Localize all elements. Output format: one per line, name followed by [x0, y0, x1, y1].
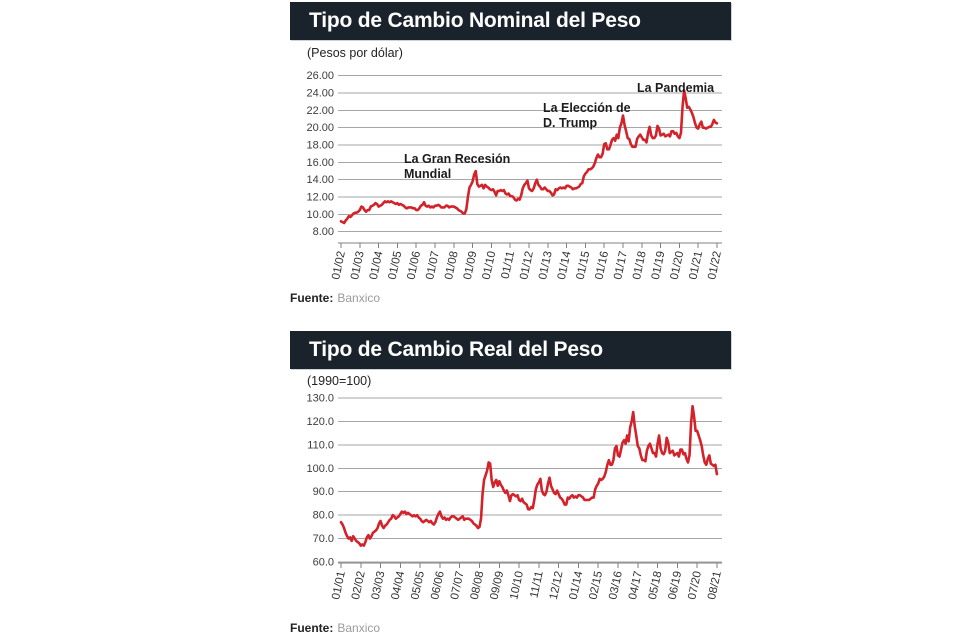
x-axis-tick-label: 12/12	[548, 570, 566, 601]
real-chart-source: Fuente: Banxico	[290, 621, 380, 635]
nominal-chart-units: (Pesos por dólar)	[307, 46, 403, 60]
y-axis-tick-label: 120.0	[306, 416, 334, 428]
real-chart-units: (1990=100)	[307, 374, 372, 388]
chart-annotation: La Elección de	[543, 101, 631, 115]
x-axis-tick-label: 07/07	[449, 570, 467, 601]
y-axis-tick-label: 16.00	[306, 157, 334, 169]
y-axis-tick-label: 70.0	[313, 533, 334, 545]
x-axis-tick-label: 05/18	[647, 570, 665, 601]
x-axis-tick-label: 01/22	[706, 250, 724, 281]
x-axis-tick-label: 06/06	[429, 570, 447, 601]
nominal-chart-title-bar: Tipo de Cambio Nominal del Peso	[290, 2, 731, 40]
x-axis-tick-label: 06/19	[667, 570, 685, 601]
x-axis-tick-label: 02/02	[350, 570, 368, 601]
x-axis-tick-label: 10/10	[508, 570, 526, 601]
chart-annotation: La Pandemia	[637, 81, 715, 95]
series-line	[339, 404, 719, 547]
x-axis-tick-label: 05/05	[409, 570, 427, 601]
chart-annotation: D. Trump	[543, 116, 598, 130]
source-label: Fuente:	[290, 621, 334, 635]
real-chart-title-bar: Tipo de Cambio Real del Peso	[290, 331, 731, 369]
source-value: Banxico	[337, 291, 381, 305]
x-axis-tick-label: 01/17	[612, 250, 630, 281]
x-axis-tick-label: 08/21	[706, 570, 724, 601]
y-axis-tick-label: 12.00	[306, 192, 334, 204]
x-axis-tick-label: 01/19	[650, 250, 668, 281]
x-axis-tick-label: 03/03	[370, 570, 388, 601]
real-chart-title: Tipo de Cambio Real del Peso	[309, 338, 603, 361]
chart-annotation: Mundial	[404, 167, 451, 181]
x-axis-tick-label: 04/17	[627, 570, 645, 601]
x-axis-tick-label: 01/12	[518, 250, 536, 281]
x-axis-tick-label: 11/11	[528, 570, 545, 599]
x-axis-tick-label: 01/16	[593, 250, 611, 281]
x-axis-tick-label: 01/13	[537, 250, 555, 281]
chart-annotation: La Gran Recesión	[404, 152, 510, 166]
y-axis-tick-label: 130.0	[306, 394, 334, 405]
x-axis-tick-label: 01/09	[462, 250, 480, 281]
y-axis-tick-label: 18.00	[306, 140, 334, 152]
source-label: Fuente:	[290, 291, 334, 305]
series-line	[339, 89, 719, 225]
x-axis-tick-label: 09/09	[488, 570, 506, 601]
x-axis-tick-label: 01/11	[500, 250, 518, 280]
x-axis-tick-label: 01/20	[669, 250, 687, 281]
y-axis-tick-label: 80.0	[313, 510, 334, 522]
y-axis-tick-label: 24.00	[306, 88, 334, 100]
nominal-exchange-rate-chart: 26.00 24.00 22.00 20.00 18.00 16.00 14.00 12.00…	[306, 70, 724, 281]
nominal-chart-source: Fuente: Banxico	[290, 291, 380, 305]
y-axis-tick-label: 110.0	[307, 439, 334, 451]
x-axis-tick-label: 01/07	[424, 250, 442, 281]
x-axis-tick-label: 01/02	[330, 250, 348, 281]
x-axis-tick-label: 03/16	[607, 570, 625, 601]
x-axis-tick-label: 01/14	[568, 570, 586, 601]
x-axis-tick-label: 01/08	[443, 250, 461, 281]
x-axis-tick-label: 01/14	[556, 250, 574, 281]
x-axis-tick-label: 08/08	[469, 570, 487, 601]
x-axis-tick-label: 01/10	[481, 250, 499, 281]
y-axis-tick-label: 10.00	[306, 209, 334, 221]
nominal-chart-title: Tipo de Cambio Nominal del Peso	[309, 9, 641, 32]
x-axis-tick-label: 01/21	[687, 250, 705, 281]
y-axis-tick-label: 100.0	[306, 463, 334, 475]
x-axis-tick-label: 01/03	[349, 250, 367, 281]
x-axis-tick-label: 01/01	[330, 570, 348, 601]
y-axis-tick-label: 60.0	[313, 557, 334, 569]
x-axis-tick-label: 07/20	[686, 570, 704, 601]
y-axis-tick-label: 26.00	[306, 70, 334, 82]
real-exchange-rate-chart: 130.0 120.0 110.0 100.0 90.0 80.0 70.0 60.001/0…	[306, 394, 724, 601]
x-axis-tick-label: 02/15	[587, 570, 605, 601]
source-value: Banxico	[337, 621, 381, 635]
y-axis-tick-label: 14.00	[306, 174, 334, 186]
y-axis-tick-label: 22.00	[306, 105, 334, 117]
y-axis-tick-label: 8.00	[313, 226, 334, 238]
x-axis-tick-label: 04/04	[390, 570, 408, 601]
y-axis-tick-label: 90.0	[313, 486, 334, 498]
x-axis-tick-label: 01/15	[575, 250, 593, 281]
x-axis-tick-label: 01/18	[631, 250, 649, 281]
x-axis-tick-label: 01/06	[405, 250, 423, 281]
x-axis-tick-label: 01/05	[387, 250, 405, 281]
x-axis-tick-label: 01/04	[368, 250, 386, 281]
y-axis-tick-label: 20.00	[306, 122, 334, 134]
